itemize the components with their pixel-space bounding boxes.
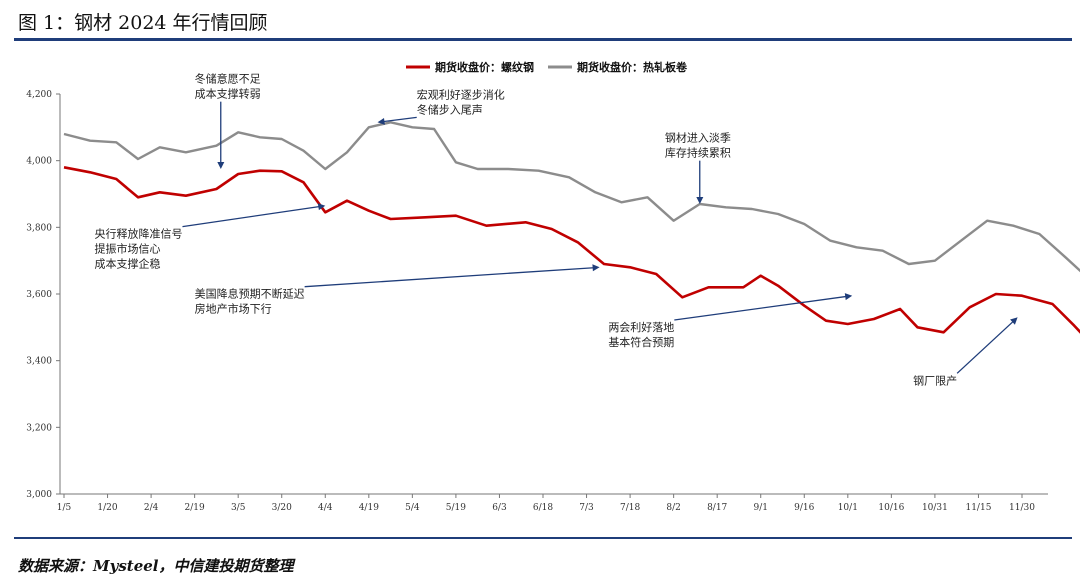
x-tick-label: 10/31 <box>922 503 948 513</box>
annotation-text: 美国降息预期不断延迟 <box>195 287 305 301</box>
annotation-text: 央行释放降准信号 <box>94 227 182 241</box>
x-tick-label: 5/4 <box>405 503 420 513</box>
title-rule <box>14 38 1072 41</box>
annotation-arrowhead <box>592 264 600 272</box>
y-tick-label: 3,000 <box>26 490 52 500</box>
x-tick-label: 10/1 <box>838 503 858 513</box>
annotation-text: 房地产市场下行 <box>195 302 272 316</box>
annotation-arrowhead <box>217 162 225 169</box>
series-line-rebar <box>63 166 1080 334</box>
y-tick-label: 4,200 <box>26 90 52 100</box>
x-tick-label: 11/15 <box>965 503 991 513</box>
annotation-text: 冬储步入尾声 <box>417 102 483 116</box>
x-tick-label: 8/17 <box>707 503 727 513</box>
source-note: 数据来源：Mysteel，中信建投期货整理 <box>18 557 294 575</box>
annotation-arrow <box>379 116 417 123</box>
annotation-arrowhead <box>317 203 326 211</box>
y-tick-label: 3,600 <box>26 290 52 300</box>
series-lines <box>63 121 1080 334</box>
x-tick-label: 4/4 <box>318 503 333 513</box>
y-tick-label: 3,200 <box>26 423 52 433</box>
x-tick-label: 10/16 <box>878 503 904 513</box>
annotation-arrow <box>674 295 851 321</box>
legend-label-rebar: 期货收盘价：螺纹钢 <box>435 60 534 74</box>
annotation-text: 宏观利好逐步消化 <box>417 87 505 101</box>
annotation-text: 钢材进入淡季 <box>665 131 731 145</box>
annotation-text: 成本支撑转弱 <box>195 87 261 101</box>
x-tick-label: 1/5 <box>57 503 72 513</box>
x-tick-label: 1/20 <box>97 503 117 513</box>
legend: 期货收盘价：螺纹钢 期货收盘价：热轧板卷 <box>406 60 688 74</box>
x-tick-label: 2/4 <box>144 503 159 513</box>
y-tick-label: 4,000 <box>26 157 52 167</box>
annotation-arrowhead <box>696 197 704 204</box>
y-ticks: 3,000 3,200 3,400 3,600 3,800 4,000 4,200 <box>26 90 60 500</box>
annotation-arrowhead <box>844 293 853 301</box>
x-tick-label: 9/16 <box>794 503 814 513</box>
y-tick-label: 3,800 <box>26 223 52 233</box>
source-rule <box>14 537 1072 539</box>
annotation-text: 基本符合预期 <box>608 335 674 349</box>
annotation-text: 两会利好落地 <box>608 320 674 334</box>
x-tick-label: 9/1 <box>753 503 767 513</box>
annotation-arrow <box>304 266 598 288</box>
annotation-text: 提振市场信心 <box>94 242 160 256</box>
x-tick-label: 3/5 <box>231 503 246 513</box>
legend-label-hrc: 期货收盘价：热轧板卷 <box>577 60 688 74</box>
x-ticks: 1/5 1/20 2/4 2/19 3/5 3/20 4/4 4/19 5/4 5/19 6/3 6/… <box>57 494 1035 513</box>
x-tick-label: 6/3 <box>492 503 507 513</box>
x-tick-label: 7/3 <box>579 503 594 513</box>
x-tick-label: 4/19 <box>359 503 379 513</box>
annotation-arrowhead <box>1010 317 1018 325</box>
y-tick-label: 3,400 <box>26 357 52 367</box>
series-line-hrc <box>63 121 1080 273</box>
annotation-arrowhead <box>377 118 385 125</box>
x-tick-label: 2/19 <box>185 503 205 513</box>
annotation-arrow <box>182 205 324 228</box>
figure-title: 图 1：钢材 2024 年行情回顾 <box>18 12 268 34</box>
x-tick-label: 11/30 <box>1009 503 1035 513</box>
annotation-text: 钢厂限产 <box>913 373 957 387</box>
x-tick-label: 7/18 <box>620 503 640 513</box>
annotation-text: 冬储意愿不足 <box>195 72 261 86</box>
x-tick-label: 6/18 <box>533 503 553 513</box>
annotation-text: 成本支撑企稳 <box>94 257 160 271</box>
annotation-arrow <box>956 318 1017 374</box>
annotation-text: 库存持续累积 <box>665 146 731 160</box>
x-tick-label: 5/19 <box>446 503 466 513</box>
x-tick-label: 3/20 <box>272 503 292 513</box>
x-tick-label: 8/2 <box>666 503 680 513</box>
